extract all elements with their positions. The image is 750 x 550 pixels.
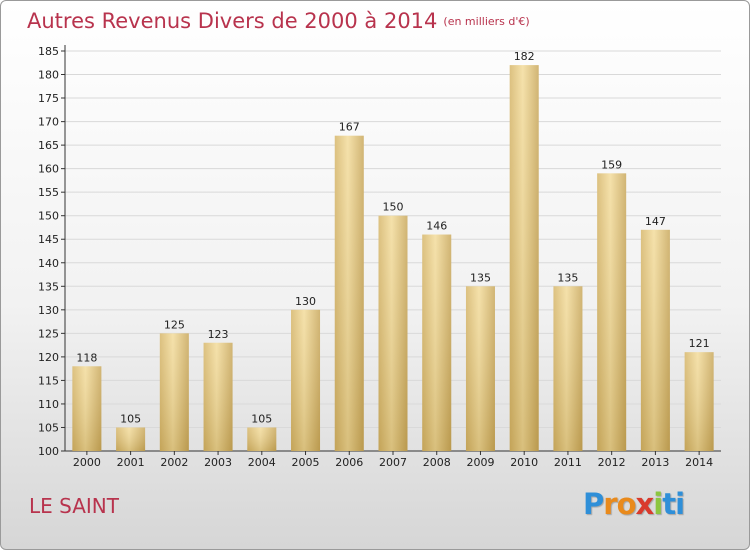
x-tick-label: 2007: [379, 456, 407, 469]
y-tick-label: 115: [38, 374, 59, 387]
data-label: 135: [557, 271, 578, 284]
data-label: 159: [601, 158, 622, 171]
x-tick-label: 2012: [598, 456, 626, 469]
bar-group: [291, 309, 321, 451]
data-label: 105: [120, 412, 141, 425]
data-label: 146: [426, 220, 447, 233]
y-tick-label: 180: [38, 69, 59, 82]
bar-group: [116, 427, 146, 451]
data-label: 182: [514, 50, 535, 63]
proxiti-logo: Proxiti: [583, 487, 685, 521]
logo-letter: x: [635, 487, 655, 521]
bar-group: [72, 366, 102, 451]
y-tick-label: 125: [38, 327, 59, 340]
y-tick-label: 165: [38, 139, 59, 152]
bar-shade: [72, 366, 102, 451]
y-tick-label: 105: [38, 421, 59, 434]
bar-group: [203, 342, 233, 451]
logo-letter: o: [616, 487, 637, 521]
bar-shade: [422, 234, 452, 451]
x-tick-label: 2010: [510, 456, 538, 469]
place-name: LE SAINT: [29, 494, 119, 518]
bar-group: [378, 215, 408, 451]
x-tick-label: 2008: [423, 456, 451, 469]
bars: [72, 65, 714, 452]
x-tick-label: 2001: [117, 456, 145, 469]
bar-group: [422, 234, 452, 451]
bar-group: [334, 135, 364, 452]
y-tick-label: 170: [38, 116, 59, 129]
y-tick-label: 175: [38, 92, 59, 105]
chart-title-text: Autres Revenus Divers de 2000 à 2014: [27, 9, 438, 33]
data-label: 147: [645, 215, 666, 228]
data-label: 118: [76, 351, 97, 364]
bar-group: [640, 229, 670, 451]
logo-letter: r: [603, 487, 617, 521]
data-label: 125: [164, 318, 185, 331]
data-label: 123: [208, 328, 229, 341]
y-tick-label: 110: [38, 398, 59, 411]
x-tick-label: 2009: [466, 456, 494, 469]
bar-group: [597, 173, 627, 451]
logo-letter: i: [653, 487, 663, 521]
x-tick-label: 2006: [335, 456, 363, 469]
bar-shade: [334, 135, 364, 452]
x-tick-label: 2004: [248, 456, 276, 469]
chart-title: Autres Revenus Divers de 2000 à 2014 (en …: [27, 9, 530, 33]
y-tick-label: 160: [38, 163, 59, 176]
data-label: 130: [295, 295, 316, 308]
x-tick-label: 2002: [160, 456, 188, 469]
data-labels: 118 105 125 123 105 130 167 150 146 135 182 135 159 1…: [76, 50, 709, 425]
bar-shade: [378, 215, 408, 451]
bar-shade: [203, 342, 233, 451]
x-tick-label: 2011: [554, 456, 582, 469]
y-tick-label: 155: [38, 186, 59, 199]
y-tick-label: 120: [38, 351, 59, 364]
bar-group: [159, 333, 189, 451]
y-tick-label: 135: [38, 280, 59, 293]
bar-shade: [553, 286, 583, 451]
bar-shade: [247, 427, 277, 451]
bar-group: [509, 65, 539, 451]
data-label: 105: [251, 412, 272, 425]
chart-subtitle: (en milliers d'€): [443, 15, 530, 28]
bar-group: [684, 352, 714, 451]
y-tick-label: 185: [38, 45, 59, 58]
y-tick-label: 150: [38, 210, 59, 223]
logo-letter: t: [662, 487, 676, 521]
bar-group: [247, 427, 277, 451]
bar-shade: [116, 427, 146, 451]
data-label: 167: [339, 121, 360, 134]
logo-letter: P: [583, 487, 604, 521]
y-tick-label: 130: [38, 304, 59, 317]
bar-shade: [640, 229, 670, 451]
bar-shade: [597, 173, 627, 451]
x-tick-label: 2000: [73, 456, 101, 469]
data-label: 121: [689, 337, 710, 350]
data-label: 150: [383, 201, 404, 214]
bar-shade: [509, 65, 539, 451]
x-tick-label: 2014: [685, 456, 713, 469]
y-tick-label: 145: [38, 233, 59, 246]
bar-group: [553, 286, 583, 451]
x-tick-label: 2005: [292, 456, 320, 469]
x-tick-label: 2013: [641, 456, 669, 469]
bar-shade: [684, 352, 714, 451]
y-tick-label: 100: [38, 445, 59, 458]
bar-group: [465, 286, 495, 451]
bar-shade: [291, 309, 321, 451]
data-label: 135: [470, 271, 491, 284]
x-tick-label: 2003: [204, 456, 232, 469]
logo-letter: i: [675, 487, 685, 521]
bar-shade: [465, 286, 495, 451]
bar-shade: [159, 333, 189, 451]
y-tick-label: 140: [38, 257, 59, 270]
